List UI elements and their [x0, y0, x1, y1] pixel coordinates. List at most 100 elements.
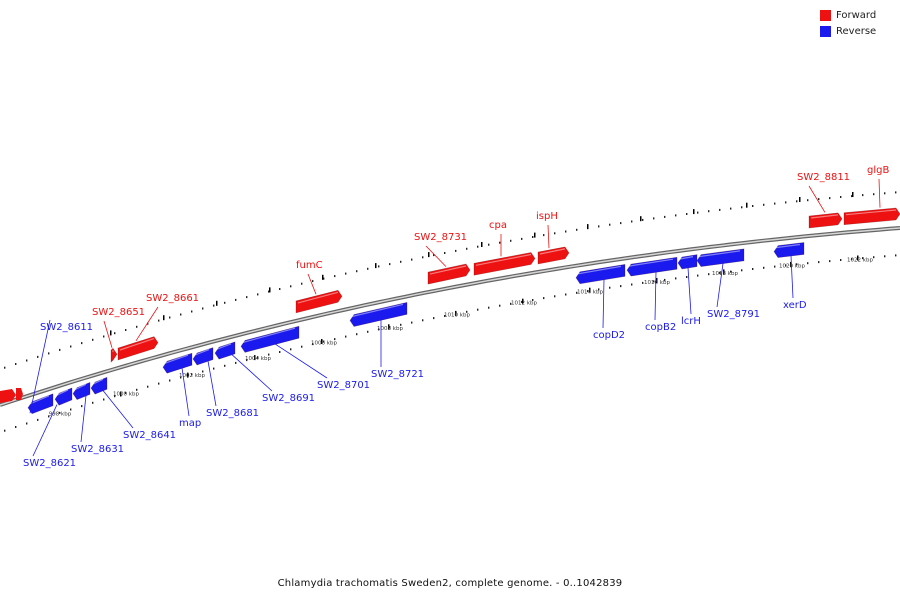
gene-arrow-copB2 [626, 256, 678, 277]
gene-arrow-glgB [843, 207, 900, 226]
lower-scale-dot [829, 260, 831, 263]
legend-reverse: Reverse [820, 24, 890, 39]
upper-scale-dot [719, 208, 721, 211]
upper-scale-dot [345, 272, 347, 275]
gene-sheen [810, 214, 839, 219]
upper-scale-dot [763, 203, 765, 206]
lower-scale-dot [708, 273, 710, 276]
lower-scale-dot [356, 333, 358, 336]
upper-scale-dot [180, 313, 182, 316]
lower-scale-dot [598, 288, 600, 291]
gene-label-lcrH: lcrH [681, 316, 701, 327]
tick-label: 1010 kbp [444, 313, 470, 319]
lower-scale-dot [125, 392, 127, 394]
upper-scale-dot [873, 193, 875, 196]
upper-scale-dot [290, 285, 292, 288]
lower-scale-dot [4, 429, 6, 432]
upper-scale-dot [224, 301, 226, 304]
gene-connector [181, 367, 190, 417]
lower-scale-dot [543, 297, 545, 300]
lower-scale-dot [466, 310, 468, 313]
upper-major-tick [587, 224, 589, 230]
lower-scale-dot [26, 422, 28, 425]
lower-scale-dot [774, 265, 776, 268]
lower-scale-dot [169, 379, 171, 382]
lower-major-tick [120, 391, 122, 397]
gene-connector [654, 271, 657, 321]
lower-scale-dot [81, 405, 83, 408]
upper-scale-dot [301, 282, 303, 285]
gene-sheen [475, 253, 532, 266]
upper-scale-dot [840, 196, 842, 198]
upper-scale-dot [213, 304, 215, 307]
tick-label: 1004 kbp [245, 356, 271, 362]
upper-scale-dot [675, 214, 677, 217]
gene-sheen [698, 250, 741, 258]
gene-sheen [194, 349, 210, 356]
upper-scale-dot [862, 194, 864, 197]
gene-arrow-SW2_8651 [110, 347, 118, 363]
gene-connector [547, 224, 550, 249]
tick-label: 1022 kbp [847, 257, 873, 263]
gene-arrow-edge-fragment-2 [16, 388, 23, 400]
upper-scale-dot [103, 335, 105, 338]
gene-sheen [164, 354, 189, 364]
upper-scale-dot [554, 232, 556, 235]
lower-scale-dot [114, 395, 116, 398]
lower-scale-dot [609, 286, 611, 289]
lower-scale-dot [653, 280, 655, 283]
upper-scale-dot [653, 217, 655, 220]
upper-scale-dot [774, 202, 776, 205]
lower-scale-dot [521, 300, 523, 303]
gene-sheen [845, 209, 897, 216]
upper-scale-dot [323, 277, 325, 280]
gene-arrow-SW2_8661 [117, 336, 159, 361]
lower-scale-dot [411, 321, 413, 324]
upper-scale-dot [752, 205, 754, 207]
gene-sheen [351, 303, 404, 318]
lower-scale-dot [70, 408, 72, 411]
lower-scale-dot [895, 254, 897, 257]
lower-scale-dot [92, 401, 94, 404]
upper-scale-dot [532, 236, 534, 238]
lower-major-tick [857, 255, 859, 261]
gene-label-cpa: cpa [489, 220, 507, 231]
upper-scale-dot [818, 198, 820, 201]
upper-scale-dot [620, 222, 622, 225]
upper-scale-dot [455, 249, 457, 252]
tick-label: 1000 kbp [113, 392, 139, 398]
upper-scale-dot [521, 237, 523, 240]
gene-label-SW2_8691: SW2_8691 [262, 393, 315, 404]
lower-scale-dot [147, 385, 149, 388]
upper-scale-dot [730, 207, 732, 210]
lower-scale-dot [213, 367, 215, 370]
upper-scale-dot [686, 213, 688, 215]
gene-label-SW2_8631: SW2_8631 [71, 444, 124, 455]
upper-scale-dot [697, 211, 699, 214]
lower-scale-dot [488, 306, 490, 309]
lower-scale-dot [752, 268, 754, 270]
upper-scale-dot [807, 199, 809, 202]
lower-scale-dot [312, 343, 314, 346]
upper-scale-dot [114, 332, 116, 335]
gene-label-SW2_8651: SW2_8651 [92, 307, 145, 318]
gene-arrow-SW2_8611 [27, 393, 54, 415]
gene-sheen [429, 265, 467, 275]
lower-scale-dot [675, 277, 677, 280]
upper-major-tick [693, 209, 695, 215]
upper-scale-dot [708, 210, 710, 213]
upper-scale-dot [510, 239, 512, 242]
tick-label: 998 kbp [49, 412, 72, 418]
upper-scale-dot [257, 293, 259, 296]
lower-scale-dot [642, 281, 644, 284]
lower-scale-dot [389, 326, 391, 329]
upper-scale-dot [477, 245, 479, 248]
lower-scale-dot [807, 262, 809, 265]
lower-scale-dot [48, 415, 50, 418]
genome-caption: Chlamydia trachomatis Sweden2, complete … [277, 578, 623, 589]
gene-label-SW2_8641: SW2_8641 [123, 430, 176, 441]
gene-label-ispH: ispH [536, 211, 558, 222]
gene-label-SW2_8701: SW2_8701 [317, 380, 370, 391]
gene-arrow-map [162, 352, 193, 374]
